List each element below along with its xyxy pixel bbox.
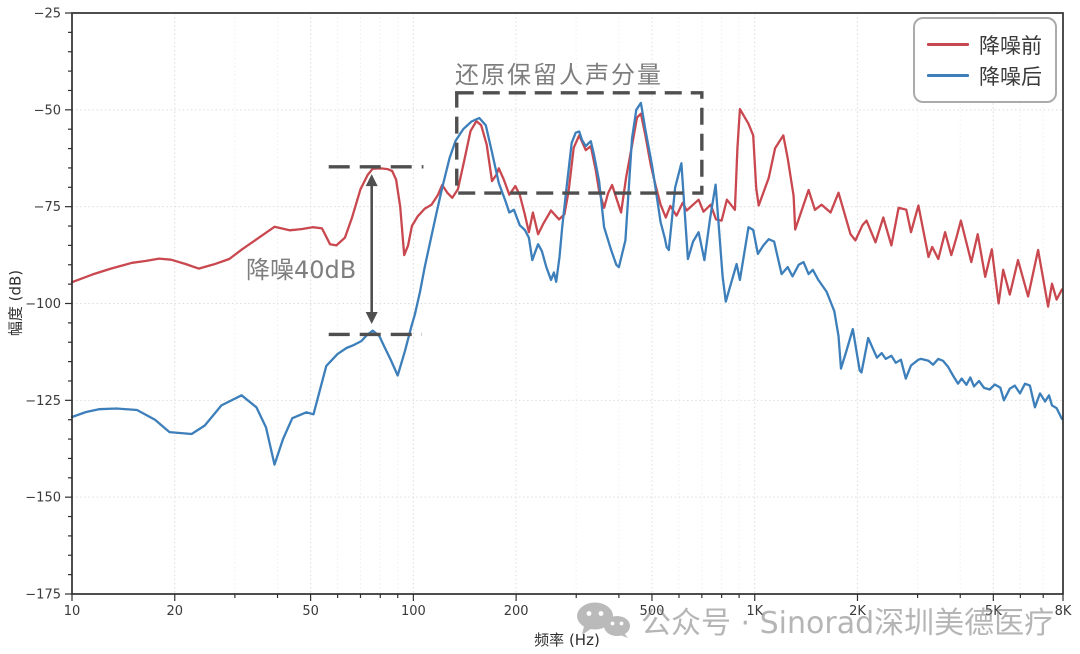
svg-text:1K: 1K bbox=[746, 604, 763, 619]
svg-text:−100: −100 bbox=[25, 297, 61, 312]
svg-text:−175: −175 bbox=[25, 588, 61, 603]
annotations bbox=[328, 91, 704, 337]
axis-tick-labels: 10 20 50 100 200 500 1K 2K 5K 8K −25 −50 −75 −100 −125… bbox=[25, 7, 1072, 620]
svg-text:200: 200 bbox=[504, 604, 529, 619]
svg-text:8K: 8K bbox=[1055, 604, 1072, 619]
legend-line-after-noise bbox=[927, 74, 969, 77]
svg-text:−125: −125 bbox=[25, 394, 61, 409]
svg-text:−25: −25 bbox=[34, 7, 61, 22]
svg-text:−50: −50 bbox=[34, 103, 61, 118]
x-axis-title: 频率 (Hz) bbox=[534, 631, 600, 649]
svg-text:10: 10 bbox=[64, 604, 81, 619]
y-axis-title: 幅度 (dB) bbox=[6, 269, 25, 337]
legend-label-after-noise: 降噪后 bbox=[979, 64, 1042, 89]
voice-box-outline bbox=[455, 91, 704, 195]
svg-text:500: 500 bbox=[640, 604, 665, 619]
axis-ticks bbox=[65, 12, 1064, 601]
legend-line-before-noise bbox=[927, 43, 969, 46]
legend: 降噪前 降噪后 bbox=[913, 17, 1057, 103]
legend-item-after: 降噪后 bbox=[927, 60, 1043, 91]
svg-text:2K: 2K bbox=[849, 604, 866, 619]
grid bbox=[72, 13, 1063, 594]
svg-text:50: 50 bbox=[302, 604, 319, 619]
legend-label-before-noise: 降噪前 bbox=[979, 33, 1042, 58]
svg-text:5K: 5K bbox=[985, 604, 1002, 619]
noise-reduction-label: 降噪40dB bbox=[246, 256, 357, 284]
svg-text:100: 100 bbox=[401, 604, 426, 619]
svg-text:−150: −150 bbox=[25, 491, 61, 506]
legend-item-before: 降噪前 bbox=[927, 29, 1043, 60]
voice-box-label: 还原保留人声分量 bbox=[455, 61, 663, 89]
svg-text:20: 20 bbox=[166, 604, 183, 619]
svg-text:−75: −75 bbox=[34, 200, 61, 215]
series-line-0 bbox=[70, 107, 1064, 308]
series-line-1 bbox=[70, 101, 1064, 466]
